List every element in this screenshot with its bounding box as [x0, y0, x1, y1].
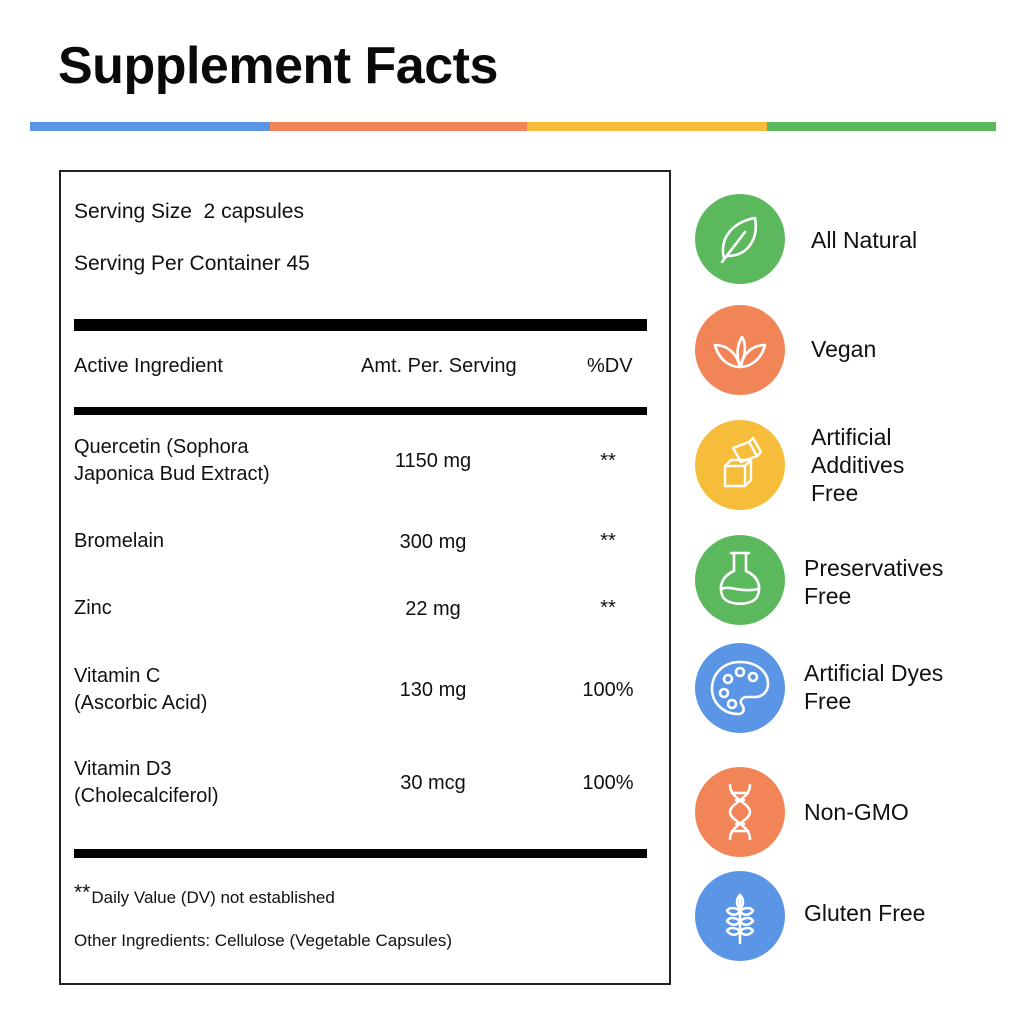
- additives-free-badge: [695, 420, 785, 510]
- preservatives-free-badge: [695, 535, 785, 625]
- thick-rule-bottom: [74, 849, 647, 858]
- ingredient-dv: **: [600, 597, 616, 619]
- color-segment-orange: [270, 122, 527, 131]
- header-amount: Amt. Per. Serving: [361, 355, 517, 377]
- ingredient-dv: 100%: [582, 772, 634, 794]
- thick-rule-top: [74, 319, 647, 331]
- dv-footnote: **Daily Value (DV) not established: [74, 881, 335, 908]
- non-gmo-label: Non-GMO: [804, 799, 909, 825]
- color-segment-blue: [30, 122, 270, 131]
- additives-free-label: Artificial Additives Free: [811, 424, 905, 506]
- color-divider: [30, 122, 996, 131]
- header-ingredient: Active Ingredient: [74, 355, 223, 377]
- ingredient-dv: **: [600, 450, 616, 472]
- vegan-label: Vegan: [811, 336, 877, 362]
- dna-icon: [728, 783, 752, 841]
- gluten-free-label: Gluten Free: [804, 900, 926, 926]
- serving-size: Serving Size 2 capsules: [74, 200, 304, 223]
- color-segment-yellow: [527, 122, 767, 131]
- ingredient-amount: 300 mg: [399, 531, 467, 553]
- all-natural-label: All Natural: [811, 227, 918, 253]
- ingredient-name: Quercetin (Sophora Japonica Bud Extract): [74, 436, 270, 485]
- servings-per-container: Serving Per Container 45: [74, 252, 310, 275]
- ingredient-name: Vitamin D3 (Cholecalciferol): [74, 758, 219, 807]
- header-dv: %DV: [587, 355, 633, 377]
- preservatives-free-label: Preservatives Free: [804, 555, 944, 609]
- ingredient-name: Vitamin C (Ascorbic Acid): [74, 665, 208, 714]
- page-title: Supplement Facts: [58, 37, 498, 95]
- wheat-icon: [725, 893, 755, 945]
- vegan-badge: [695, 305, 785, 395]
- dyes-free-badge: [695, 643, 785, 733]
- color-segment-green: [767, 122, 996, 131]
- ingredient-amount: 1150 mg: [394, 450, 472, 472]
- sugar-cubes-icon: [723, 436, 763, 488]
- ingredient-dv: **: [600, 530, 616, 552]
- facts-panel: [59, 170, 671, 985]
- ingredient-amount: 22 mg: [405, 598, 461, 620]
- thick-rule-header: [74, 407, 647, 415]
- ingredient-name: Bromelain: [74, 530, 165, 552]
- footnote-stars: **: [74, 881, 91, 904]
- ingredient-amount: 130 mg: [399, 679, 467, 701]
- non-gmo-badge: [695, 767, 785, 857]
- ingredient-name: Zinc: [74, 597, 112, 619]
- footnote-text: Daily Value (DV) not established: [91, 888, 335, 907]
- flask-icon: [719, 551, 761, 606]
- dyes-free-label: Artificial Dyes Free: [804, 660, 944, 714]
- leaf-icon: [720, 216, 758, 264]
- sprout-icon: [713, 335, 767, 369]
- palette-icon: [710, 660, 770, 716]
- ingredient-dv: 100%: [582, 679, 634, 701]
- other-ingredients: Other Ingredients: Cellulose (Vegetable …: [74, 931, 452, 950]
- ingredient-amount: 30 mcg: [400, 772, 466, 794]
- gluten-free-badge: [695, 871, 785, 961]
- all-natural-badge: [695, 194, 785, 284]
